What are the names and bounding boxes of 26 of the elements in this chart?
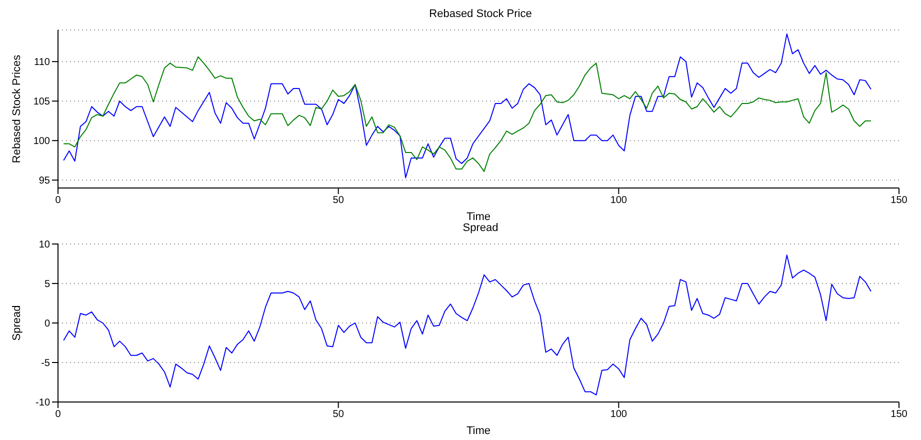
x-tick-label: 0 <box>55 195 62 206</box>
chart-title: Rebased Stock Price <box>428 8 533 22</box>
y-axis-title: Rebased Stock Prices <box>10 54 23 164</box>
x-axis-title: Time <box>466 425 491 437</box>
line-series <box>63 33 872 178</box>
y-tick-label: 110 <box>34 57 50 68</box>
x-tick-label: 0 <box>55 409 62 420</box>
y-tick-label: 100 <box>33 136 50 148</box>
x-axis-title: Time <box>466 211 491 223</box>
x-tick-label: 50 <box>332 409 344 420</box>
y-tick-label: 5 <box>44 279 50 290</box>
x-tick-label: 100 <box>610 195 628 206</box>
y-tick-label: 105 <box>33 96 50 108</box>
x-tick-label: 150 <box>890 195 908 206</box>
y-tick-label: -5 <box>41 358 50 370</box>
x-tick-label: 150 <box>890 409 908 420</box>
y-tick-label: 95 <box>38 176 50 187</box>
y-tick-label: 10 <box>38 240 50 251</box>
y-axis-title: Spread <box>10 305 23 341</box>
y-tick-label: 0 <box>44 318 50 330</box>
line-series <box>63 254 872 396</box>
y-tick-label: -10 <box>36 398 50 409</box>
x-tick-label: 100 <box>610 409 628 420</box>
line-series <box>63 56 872 172</box>
chart-title: Spread <box>462 222 500 236</box>
x-tick-label: 50 <box>332 195 344 206</box>
